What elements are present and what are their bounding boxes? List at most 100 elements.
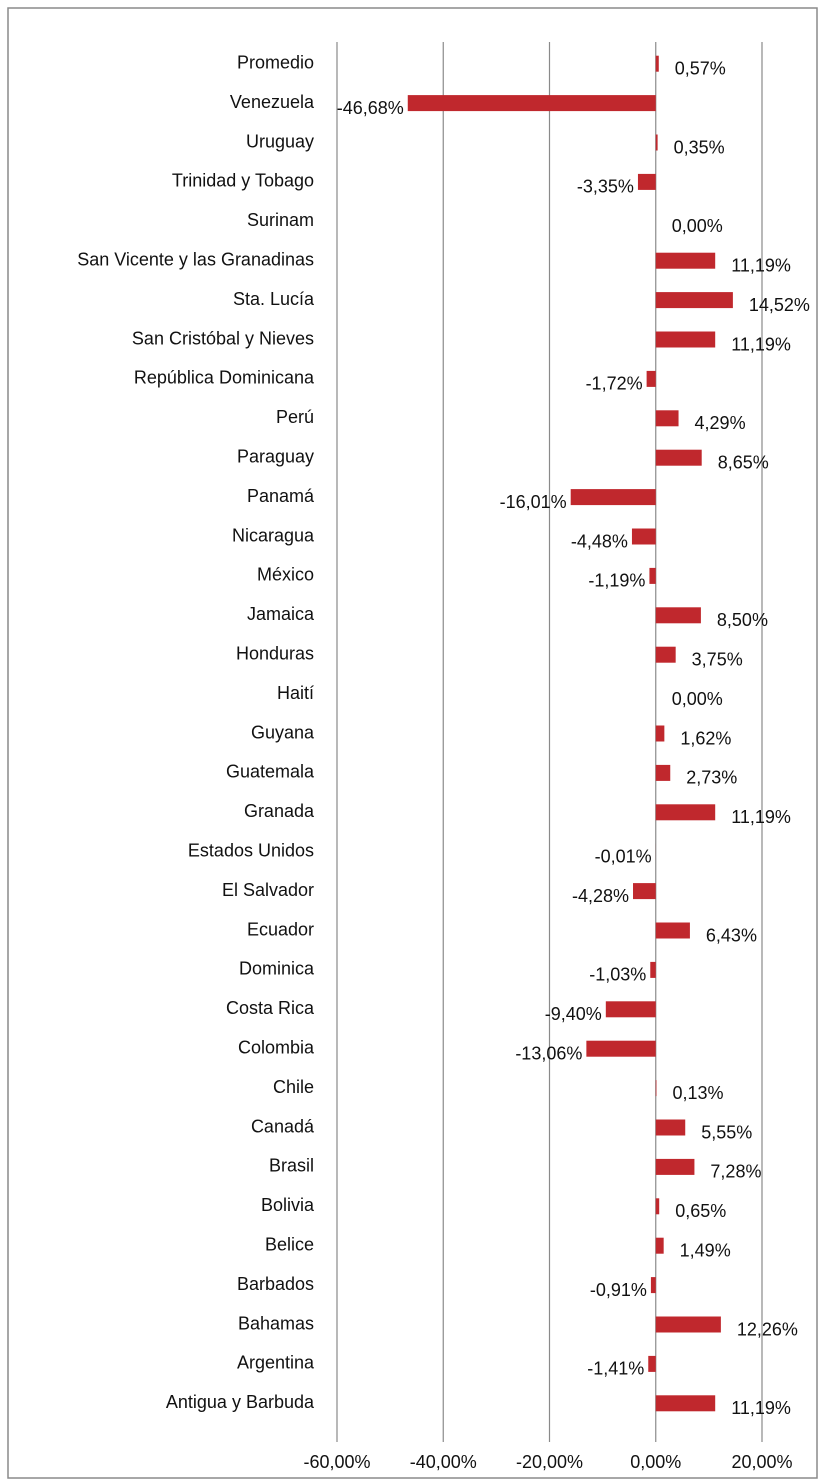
bar — [655, 764, 671, 781]
value-label: -16,01% — [500, 492, 567, 512]
y-tick-label: México — [257, 565, 314, 585]
value-label: -1,19% — [588, 571, 645, 591]
value-label: 0,00% — [672, 689, 723, 709]
y-tick-label: Paraguay — [237, 446, 314, 466]
y-tick-label: Barbados — [237, 1274, 314, 1294]
y-tick-label: Nicaragua — [232, 525, 315, 545]
value-label: -1,03% — [589, 965, 646, 985]
bar — [655, 134, 658, 151]
y-tick-label: Brasil — [269, 1156, 314, 1176]
value-label: 0,65% — [675, 1201, 726, 1221]
bar — [655, 1316, 721, 1333]
x-tick-label: 0,00% — [630, 1452, 681, 1472]
value-label: -46,68% — [337, 98, 404, 118]
value-label: 11,19% — [731, 807, 791, 827]
y-tick-label: San Vicente y las Granadinas — [77, 249, 314, 269]
y-tick-label: Venezuela — [230, 92, 315, 112]
bar — [655, 1237, 664, 1254]
value-label: -4,48% — [571, 531, 628, 551]
y-tick-label: Argentina — [237, 1353, 315, 1373]
y-tick-label: Trinidad y Tobago — [172, 171, 314, 191]
y-tick-label: El Salvador — [222, 880, 314, 900]
bar — [655, 1158, 695, 1175]
value-label: 12,26% — [737, 1319, 798, 1339]
y-tick-label: Ecuador — [247, 919, 314, 939]
bar — [655, 252, 716, 269]
value-label: 0,57% — [675, 58, 726, 78]
x-tick-label: 20,00% — [731, 1452, 792, 1472]
bar — [646, 370, 656, 387]
bar — [631, 528, 656, 545]
bar — [637, 173, 656, 190]
y-tick-label: Guatemala — [226, 762, 315, 782]
bar — [655, 1080, 657, 1097]
x-tick-label: -60,00% — [303, 1452, 370, 1472]
y-tick-label: Estados Unidos — [188, 840, 314, 860]
value-label: 4,29% — [695, 413, 746, 433]
value-label: -3,35% — [577, 177, 634, 197]
bar — [570, 489, 656, 506]
value-label: -0,01% — [595, 846, 652, 866]
y-tick-label: Haití — [277, 683, 314, 703]
value-label: 0,13% — [672, 1083, 723, 1103]
bar — [655, 449, 702, 466]
y-tick-label: Bahamas — [238, 1313, 314, 1333]
y-tick-label: Canadá — [251, 1116, 315, 1136]
y-tick-label: Panamá — [247, 486, 315, 506]
value-label: 2,73% — [686, 768, 737, 788]
bar — [655, 804, 716, 821]
bar — [655, 1119, 686, 1136]
x-tick-label: -20,00% — [516, 1452, 583, 1472]
bar — [655, 1198, 660, 1215]
bar — [655, 410, 679, 427]
value-label: 7,28% — [710, 1162, 761, 1182]
y-tick-label: Antigua y Barbuda — [166, 1392, 315, 1412]
bar — [649, 567, 656, 584]
bar — [650, 961, 656, 978]
y-tick-label: Sta. Lucía — [233, 289, 315, 309]
value-label: 0,35% — [674, 137, 725, 157]
bar — [655, 725, 665, 742]
bar — [605, 1001, 656, 1018]
bar — [655, 55, 659, 72]
x-tick-label: -40,00% — [410, 1452, 477, 1472]
y-tick-label: Belice — [265, 1234, 314, 1254]
bar — [648, 1355, 656, 1372]
bar — [633, 883, 656, 900]
value-label: 8,65% — [718, 452, 769, 472]
value-label: -9,40% — [545, 1004, 602, 1024]
value-label: -1,72% — [586, 374, 643, 394]
value-label: 11,19% — [731, 334, 791, 354]
value-label: -1,41% — [587, 1359, 644, 1379]
y-tick-label: Bolivia — [261, 1195, 315, 1215]
value-label: 8,50% — [717, 610, 768, 630]
bar — [586, 1040, 656, 1057]
bar — [655, 607, 701, 624]
value-label: -13,06% — [515, 1043, 582, 1063]
y-tick-label: Surinam — [247, 210, 314, 230]
bar — [650, 1277, 656, 1294]
y-tick-label: Honduras — [236, 643, 314, 663]
y-tick-label: Granada — [244, 801, 315, 821]
bar — [655, 1395, 716, 1412]
y-tick-label: Guyana — [251, 722, 315, 742]
bar — [655, 331, 716, 348]
y-tick-label: Perú — [276, 407, 314, 427]
value-label: 1,62% — [680, 728, 731, 748]
value-label: -4,28% — [572, 886, 629, 906]
bar — [655, 646, 676, 663]
y-tick-label: Promedio — [237, 52, 314, 72]
value-label: 11,19% — [731, 1398, 791, 1418]
y-tick-label: Costa Rica — [226, 998, 315, 1018]
y-tick-label: San Cristóbal y Nieves — [132, 328, 314, 348]
y-tick-label: República Dominicana — [134, 368, 315, 388]
y-tick-label: Jamaica — [247, 604, 315, 624]
value-label: 3,75% — [692, 649, 743, 669]
y-tick-label: Colombia — [238, 1037, 315, 1057]
value-label: 1,49% — [680, 1240, 731, 1260]
value-label: -0,91% — [590, 1280, 647, 1300]
value-label: 6,43% — [706, 925, 757, 945]
value-label: 0,00% — [672, 216, 723, 236]
